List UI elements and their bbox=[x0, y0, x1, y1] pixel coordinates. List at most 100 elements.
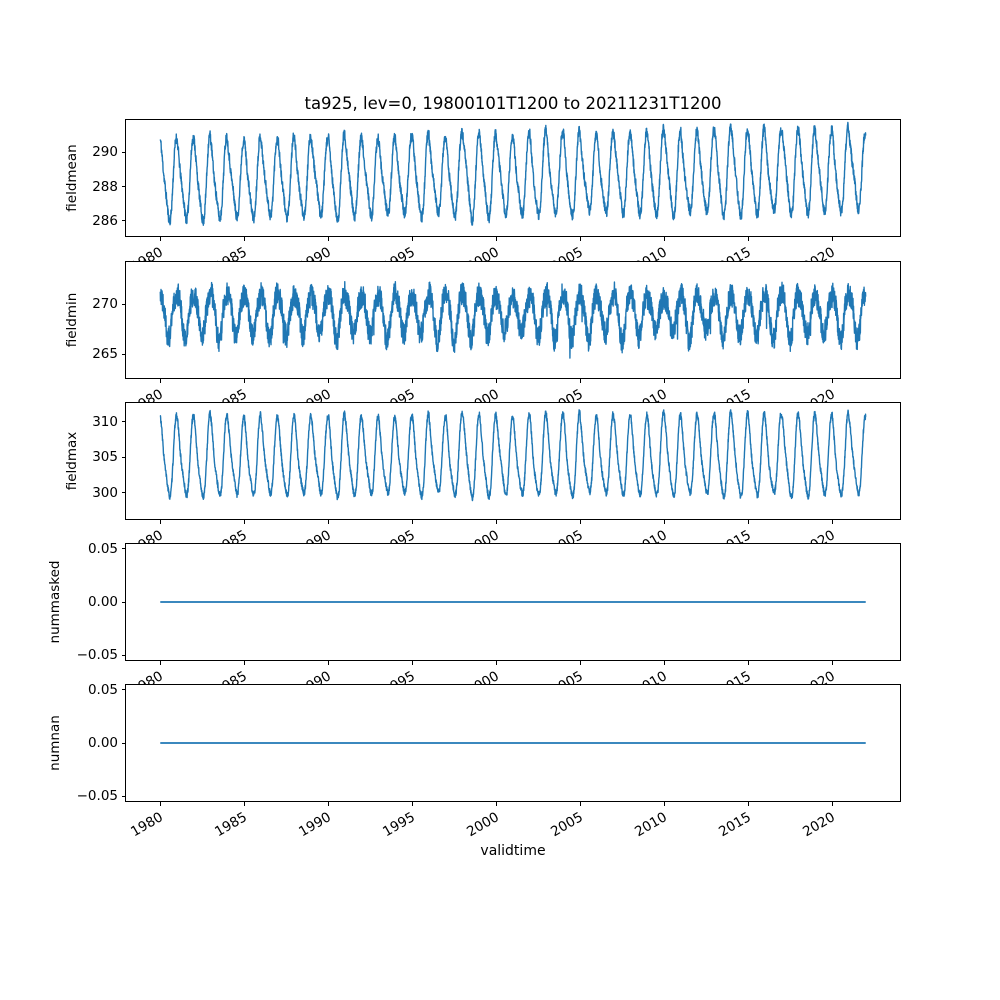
x-tick bbox=[411, 520, 413, 524]
y-tick-label: 0.05 bbox=[87, 681, 118, 698]
x-tick-label: 1985 bbox=[162, 244, 250, 275]
x-tick-label: 1990 bbox=[246, 809, 334, 840]
x-tick bbox=[327, 237, 329, 241]
x-tick bbox=[831, 661, 833, 665]
y-tick-label: 300 bbox=[92, 484, 118, 501]
y-tick-label: 270 bbox=[92, 296, 118, 312]
x-tick bbox=[663, 379, 665, 383]
x-tick-label-text: 1980 bbox=[128, 809, 166, 841]
axes-patch bbox=[125, 402, 901, 520]
x-tick-label-text: 1985 bbox=[211, 809, 250, 841]
x-tick-label: 2020 bbox=[750, 244, 838, 275]
x-tick bbox=[411, 379, 413, 383]
y-axis-label-fieldmax: fieldmax bbox=[64, 431, 80, 491]
y-tick bbox=[121, 421, 125, 423]
x-tick bbox=[663, 802, 665, 806]
x-tick bbox=[831, 802, 833, 806]
axes-canvas bbox=[125, 402, 901, 520]
y-tick bbox=[121, 186, 125, 188]
x-axis-label: validtime bbox=[480, 843, 546, 859]
x-tick bbox=[831, 520, 833, 524]
y-tick-label: 286 bbox=[92, 212, 118, 229]
x-tick bbox=[411, 237, 413, 241]
axes-canvas bbox=[125, 261, 901, 379]
x-tick bbox=[579, 379, 581, 383]
x-tick bbox=[327, 802, 329, 806]
x-tick-label: 2015 bbox=[666, 244, 754, 275]
subplot-numnan bbox=[125, 684, 901, 802]
y-tick bbox=[121, 742, 125, 744]
x-tick bbox=[663, 520, 665, 524]
y-axis-label-fieldmean: fieldmean bbox=[64, 144, 80, 212]
y-tick-label: 290 bbox=[92, 144, 118, 161]
x-tick-label: 2010 bbox=[582, 809, 670, 840]
axes-canvas bbox=[125, 543, 901, 661]
y-tick bbox=[121, 303, 125, 305]
y-tick bbox=[121, 795, 125, 797]
x-tick-label: 1995 bbox=[330, 244, 418, 275]
x-tick-label: 2000 bbox=[414, 244, 502, 275]
x-tick bbox=[159, 379, 161, 383]
x-tick bbox=[159, 661, 161, 665]
x-tick-label: 1980 bbox=[78, 244, 166, 275]
series-line-fieldmean bbox=[159, 121, 867, 226]
y-tick-label: −0.05 bbox=[76, 647, 118, 664]
x-tick bbox=[495, 802, 497, 806]
y-tick bbox=[121, 151, 125, 153]
y-tick-label: 310 bbox=[92, 413, 118, 430]
x-tick-label: 1990 bbox=[246, 244, 334, 275]
x-tick bbox=[243, 379, 245, 383]
x-tick-label-text: 2015 bbox=[715, 809, 754, 841]
y-tick bbox=[121, 220, 125, 222]
x-tick-label: 2020 bbox=[750, 809, 838, 840]
x-tick bbox=[579, 661, 581, 665]
x-tick-label: 2005 bbox=[498, 809, 586, 840]
x-tick bbox=[831, 237, 833, 241]
axes-canvas bbox=[125, 119, 901, 237]
y-tick-label: 0.05 bbox=[87, 540, 118, 557]
y-tick-label: −0.05 bbox=[76, 788, 118, 805]
x-tick bbox=[243, 520, 245, 524]
x-tick bbox=[243, 237, 245, 241]
x-tick bbox=[663, 661, 665, 665]
y-tick bbox=[121, 601, 125, 603]
x-tick bbox=[747, 379, 749, 383]
y-tick bbox=[121, 654, 125, 656]
y-axis-label-nummasked: nummasked bbox=[47, 560, 63, 644]
x-tick-label-text: 1990 bbox=[295, 809, 334, 841]
series-line-fieldmax bbox=[159, 409, 867, 502]
x-tick bbox=[411, 802, 413, 806]
y-tick bbox=[121, 689, 125, 691]
x-tick bbox=[327, 661, 329, 665]
x-tick bbox=[579, 237, 581, 241]
y-tick-label: 305 bbox=[92, 449, 118, 466]
x-tick-label: 1995 bbox=[330, 809, 418, 840]
x-tick bbox=[663, 237, 665, 241]
axes-patch bbox=[125, 261, 901, 379]
x-tick-label-text: 1995 bbox=[379, 809, 418, 841]
subplot-nummasked bbox=[125, 543, 901, 661]
x-tick bbox=[495, 661, 497, 665]
x-tick-label: 2010 bbox=[582, 244, 670, 275]
y-tick bbox=[121, 456, 125, 458]
series-line-fieldmin bbox=[159, 281, 867, 359]
x-tick bbox=[159, 237, 161, 241]
x-tick-label: 2005 bbox=[498, 244, 586, 275]
figure-title: ta925, lev=0, 19800101T1200 to 20211231T… bbox=[304, 94, 722, 113]
y-axis-label-numnan: numnan bbox=[47, 715, 63, 771]
y-tick bbox=[121, 492, 125, 494]
y-axis-label-fieldmin: fieldmin bbox=[64, 292, 80, 348]
y-tick bbox=[121, 548, 125, 550]
x-tick bbox=[495, 379, 497, 383]
x-tick bbox=[747, 520, 749, 524]
x-tick-label: 2000 bbox=[414, 809, 502, 840]
x-tick bbox=[411, 661, 413, 665]
x-tick bbox=[495, 520, 497, 524]
subplot-fieldmax bbox=[125, 402, 901, 520]
x-tick-label-text: 2000 bbox=[463, 809, 502, 841]
x-tick-label-text: 2010 bbox=[631, 809, 670, 841]
x-tick bbox=[495, 237, 497, 241]
x-tick-label: 1980 bbox=[78, 809, 166, 840]
subplot-fieldmean bbox=[125, 119, 901, 237]
